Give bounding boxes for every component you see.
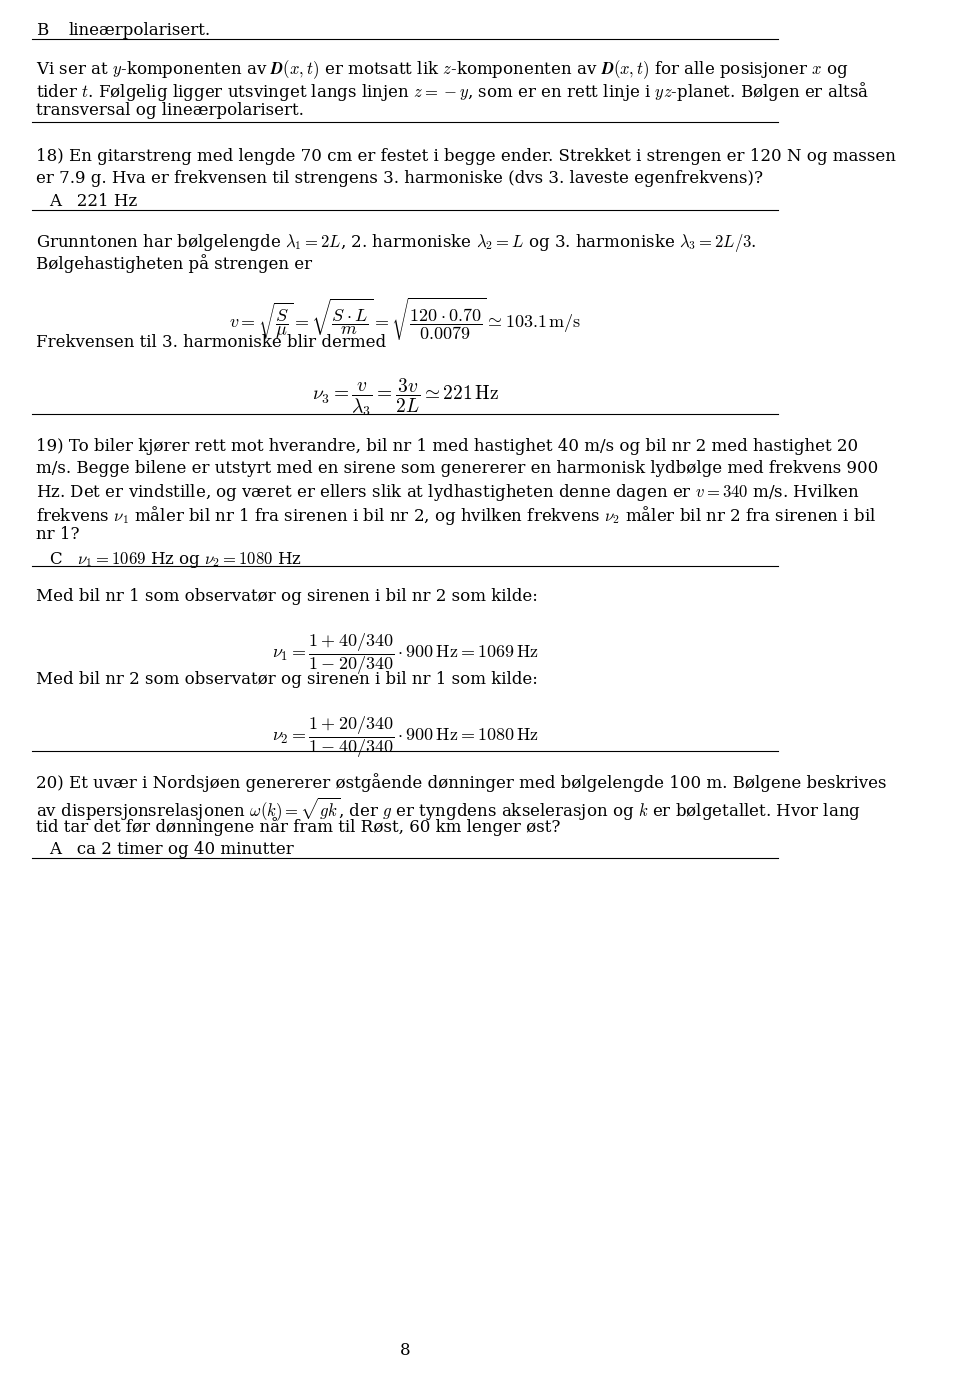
Text: $\nu_1 = \dfrac{1 + 40/340}{1 - 20/340} \cdot 900\,\mathrm{Hz} = 1069\,\mathrm{H: $\nu_1 = \dfrac{1 + 40/340}{1 - 20/340} … [272, 631, 539, 677]
Text: er 7.9 g. Hva er frekvensen til strengens 3. harmoniske (dvs 3. laveste egenfrek: er 7.9 g. Hva er frekvensen til strengen… [36, 170, 763, 186]
Text: 19) To biler kjører rett mot hverandre, bil nr 1 med hastighet 40 m/s og bil nr : 19) To biler kjører rett mot hverandre, … [36, 438, 858, 454]
Text: nr 1?: nr 1? [36, 526, 80, 543]
Text: Grunntonen har bølgelengde $\lambda_1 = 2L$, 2. harmoniske $\lambda_2 = L$ og 3.: Grunntonen har bølgelengde $\lambda_1 = … [36, 232, 757, 254]
Text: Med bil nr 1 som observatør og sirenen i bil nr 2 som kilde:: Med bil nr 1 som observatør og sirenen i… [36, 588, 539, 605]
Text: A   221 Hz: A 221 Hz [49, 193, 137, 210]
Text: $\nu_3 = \dfrac{v}{\lambda_3} = \dfrac{3v}{2L} \simeq 221\,\mathrm{Hz}$: $\nu_3 = \dfrac{v}{\lambda_3} = \dfrac{3… [312, 377, 499, 418]
Text: Bølgehastigheten på strengen er: Bølgehastigheten på strengen er [36, 254, 313, 273]
Text: Vi ser at $y$-komponenten av $\boldsymbol{D}(x,t)$ er motsatt lik $z$-komponente: Vi ser at $y$-komponenten av $\boldsymbo… [36, 58, 849, 80]
Text: 8: 8 [400, 1342, 411, 1359]
Text: B: B [36, 22, 49, 39]
Text: tid tar det før dønningene når fram til Røst, 60 km lenger øst?: tid tar det før dønningene når fram til … [36, 818, 561, 837]
Text: Hz. Det er vindstille, og været er ellers slik at lydhastigheten denne dagen er : Hz. Det er vindstille, og været er eller… [36, 482, 860, 503]
Text: Med bil nr 2 som observatør og sirenen i bil nr 1 som kilde:: Med bil nr 2 som observatør og sirenen i… [36, 671, 539, 688]
Text: $v = \sqrt{\dfrac{S}{\mu}} = \sqrt{\dfrac{S \cdot L}{m}} = \sqrt{\dfrac{120 \cdo: $v = \sqrt{\dfrac{S}{\mu}} = \sqrt{\dfra… [229, 296, 582, 342]
Text: C   $\nu_1 = 1069$ Hz og $\nu_2 = 1080$ Hz: C $\nu_1 = 1069$ Hz og $\nu_2 = 1080$ Hz [49, 550, 301, 569]
Text: m/s. Begge bilene er utstyrt med en sirene som genererer en harmonisk lydbølge m: m/s. Begge bilene er utstyrt med en sire… [36, 460, 878, 476]
Text: Frekvensen til 3. harmoniske blir dermed: Frekvensen til 3. harmoniske blir dermed [36, 334, 387, 351]
Text: $\nu_2 = \dfrac{1 + 20/340}{1 - 40/340} \cdot 900\,\mathrm{Hz} = 1080\,\mathrm{H: $\nu_2 = \dfrac{1 + 20/340}{1 - 40/340} … [272, 714, 539, 760]
Text: 20) Et uvær i Nordsjøen genererer østgående dønninger med bølgelengde 100 m. Bøl: 20) Et uvær i Nordsjøen genererer østgåe… [36, 773, 887, 793]
Text: 18) En gitarstreng med lengde 70 cm er festet i begge ender. Strekket i strengen: 18) En gitarstreng med lengde 70 cm er f… [36, 148, 897, 164]
Text: transversal og lineærpolarisert.: transversal og lineærpolarisert. [36, 102, 304, 119]
Text: A   ca 2 timer og 40 minutter: A ca 2 timer og 40 minutter [49, 841, 294, 858]
Text: av dispersjonsrelasjonen $\omega(k) = \sqrt{gk}$, der $g$ er tyngdens akselerasj: av dispersjonsrelasjonen $\omega(k) = \s… [36, 795, 861, 823]
Text: tider $t$. Følgelig ligger utsvinget langs linjen $z = -y$, som er en rett linje: tider $t$. Følgelig ligger utsvinget lan… [36, 80, 870, 104]
Text: lineærpolarisert.: lineærpolarisert. [69, 22, 211, 39]
Text: frekvens $\nu_1$ måler bil nr 1 fra sirenen i bil nr 2, og hvilken frekvens $\nu: frekvens $\nu_1$ måler bil nr 1 fra sire… [36, 504, 876, 528]
